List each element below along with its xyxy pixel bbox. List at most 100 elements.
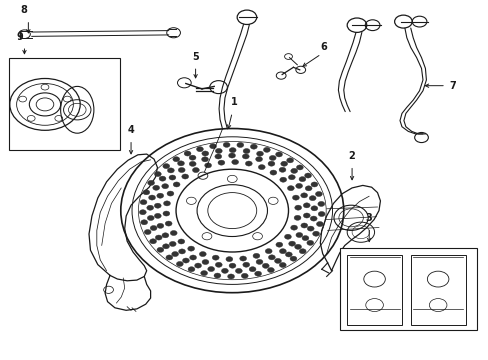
Circle shape <box>279 177 286 182</box>
Circle shape <box>295 183 302 188</box>
Circle shape <box>182 174 188 179</box>
Circle shape <box>172 157 179 162</box>
Circle shape <box>194 263 201 268</box>
Circle shape <box>290 225 297 230</box>
Circle shape <box>157 223 163 228</box>
Circle shape <box>173 182 180 187</box>
Circle shape <box>252 253 259 258</box>
Circle shape <box>275 152 282 157</box>
Circle shape <box>250 144 257 149</box>
Circle shape <box>178 239 184 244</box>
Circle shape <box>154 203 161 208</box>
Circle shape <box>189 155 196 160</box>
Circle shape <box>171 252 178 257</box>
Circle shape <box>149 239 156 244</box>
Circle shape <box>192 167 199 172</box>
Circle shape <box>228 153 235 158</box>
Circle shape <box>178 167 185 172</box>
Circle shape <box>146 205 153 210</box>
Circle shape <box>303 213 309 218</box>
Circle shape <box>189 255 196 260</box>
Circle shape <box>214 273 221 278</box>
Circle shape <box>223 142 229 147</box>
Circle shape <box>279 262 285 267</box>
Circle shape <box>256 259 263 264</box>
Circle shape <box>300 223 307 228</box>
Bar <box>9 58 120 150</box>
Circle shape <box>215 148 222 153</box>
Circle shape <box>256 151 263 156</box>
Circle shape <box>144 230 151 235</box>
Circle shape <box>184 151 191 156</box>
Circle shape <box>294 244 301 249</box>
Circle shape <box>267 161 274 166</box>
Circle shape <box>139 210 146 215</box>
Circle shape <box>202 151 208 156</box>
Circle shape <box>263 147 270 152</box>
Circle shape <box>280 161 287 166</box>
Bar <box>410 255 465 325</box>
Circle shape <box>188 267 195 272</box>
Circle shape <box>231 159 238 165</box>
Circle shape <box>310 216 317 221</box>
Circle shape <box>304 173 311 178</box>
Circle shape <box>310 206 317 211</box>
Circle shape <box>154 171 161 176</box>
Circle shape <box>196 147 203 152</box>
Circle shape <box>177 161 184 166</box>
Circle shape <box>147 180 154 185</box>
Bar <box>339 248 476 330</box>
Circle shape <box>294 205 301 210</box>
Circle shape <box>202 260 208 265</box>
Circle shape <box>157 247 163 252</box>
Circle shape <box>228 263 235 268</box>
Circle shape <box>204 163 211 168</box>
Circle shape <box>178 249 185 254</box>
Circle shape <box>189 161 196 166</box>
Circle shape <box>292 195 299 200</box>
Text: 7: 7 <box>448 81 455 91</box>
Circle shape <box>152 185 159 190</box>
Circle shape <box>214 154 221 159</box>
Circle shape <box>142 190 149 195</box>
Circle shape <box>306 240 313 246</box>
Circle shape <box>315 192 322 197</box>
Circle shape <box>187 246 194 251</box>
Circle shape <box>163 211 169 216</box>
Circle shape <box>162 184 168 189</box>
Circle shape <box>298 177 305 182</box>
Circle shape <box>239 256 246 261</box>
Circle shape <box>148 195 155 200</box>
Circle shape <box>312 231 319 236</box>
Circle shape <box>295 233 302 238</box>
Circle shape <box>288 175 295 180</box>
Circle shape <box>279 249 285 254</box>
Circle shape <box>162 244 169 249</box>
Circle shape <box>268 255 275 260</box>
Circle shape <box>157 193 163 198</box>
Circle shape <box>169 242 176 247</box>
Circle shape <box>294 215 301 220</box>
Text: 1: 1 <box>231 97 238 107</box>
Circle shape <box>279 167 285 172</box>
Circle shape <box>305 186 311 191</box>
Circle shape <box>163 201 170 206</box>
Circle shape <box>165 221 172 226</box>
Circle shape <box>199 252 206 257</box>
Text: 3: 3 <box>365 213 372 223</box>
Circle shape <box>170 230 177 235</box>
Text: 9: 9 <box>16 32 23 42</box>
Circle shape <box>167 168 174 173</box>
Circle shape <box>243 149 249 154</box>
Circle shape <box>269 156 276 161</box>
Circle shape <box>285 252 292 257</box>
Circle shape <box>162 233 168 238</box>
Circle shape <box>316 221 323 226</box>
Circle shape <box>286 158 293 163</box>
Circle shape <box>287 186 294 191</box>
Circle shape <box>236 143 243 148</box>
Circle shape <box>284 234 291 239</box>
Circle shape <box>201 157 208 162</box>
Text: 2: 2 <box>348 151 355 161</box>
Circle shape <box>255 157 262 162</box>
